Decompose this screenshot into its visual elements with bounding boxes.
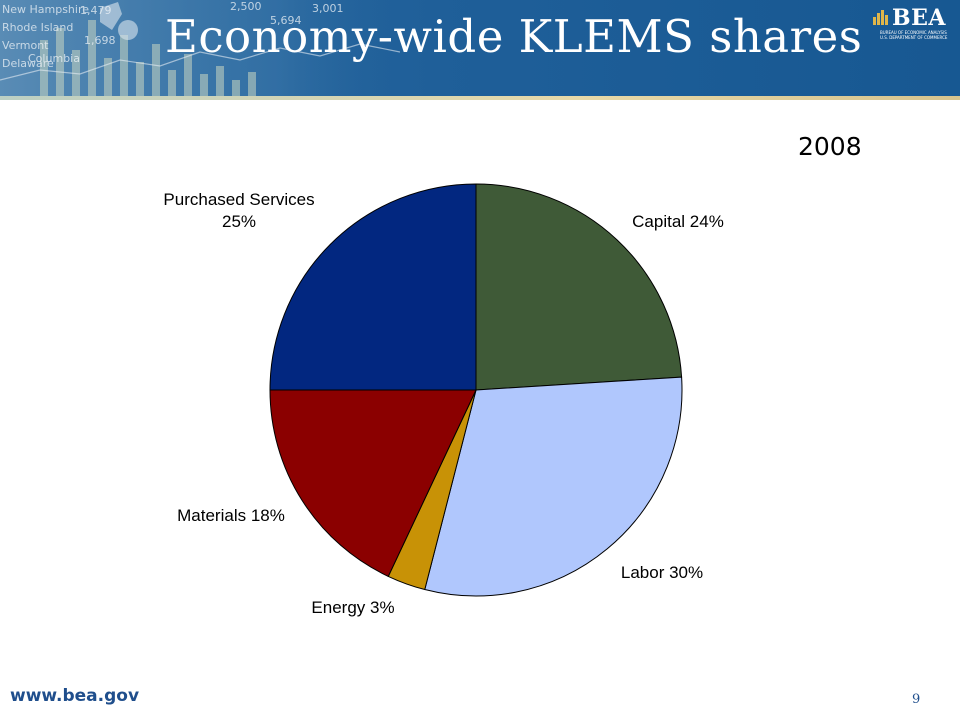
collage-text: 2,500 (230, 0, 262, 13)
collage-text: 1,698 (84, 34, 116, 47)
pie-slice-label: Energy 3% (311, 598, 394, 617)
pie-slice (475, 183, 683, 391)
slide-title: Economy-wide KLEMS shares (165, 10, 863, 63)
collage-text: Delaware (2, 57, 54, 70)
collage-text: New Hampshire (2, 3, 89, 16)
collage-text: 5,694 (270, 14, 302, 27)
collage-text: 1,479 (80, 4, 112, 17)
pie-slice (424, 376, 683, 597)
pie-slice-label: Materials 18% (177, 506, 285, 525)
footer-url[interactable]: www.bea.gov (10, 686, 140, 706)
slide-header: New Hampshire Rhode Island Vermont Delaw… (0, 0, 960, 100)
chart-title: 2008 (798, 132, 862, 161)
bea-logo-text: BEA (892, 5, 946, 31)
collage-text: Columbia (28, 52, 80, 65)
pie-slice (269, 183, 477, 391)
collage-text: Vermont (2, 39, 49, 52)
bea-logo: BEA BUREAU OF ECONOMIC ANALYSIS U.S. DEP… (872, 5, 956, 40)
bea-logo-subtitle: U.S. DEPARTMENT OF COMMERCE (880, 35, 948, 40)
header-rule (0, 96, 960, 100)
page-number: 9 (912, 692, 921, 707)
pie-slice-label: Capital 24% (632, 212, 724, 231)
pie-slice (269, 389, 477, 578)
header-collage-image: New Hampshire Rhode Island Vermont Delaw… (0, 0, 400, 96)
pie-slice-label: Purchased Services 25% (163, 190, 314, 231)
bea-logo-mark-icon (873, 10, 888, 25)
collage-text: Rhode Island (2, 21, 73, 34)
bea-logo-subtitle: BUREAU OF ECONOMIC ANALYSIS (880, 30, 947, 35)
pie-slice-label: Labor 30% (621, 563, 703, 582)
collage-text: 3,001 (312, 2, 344, 15)
